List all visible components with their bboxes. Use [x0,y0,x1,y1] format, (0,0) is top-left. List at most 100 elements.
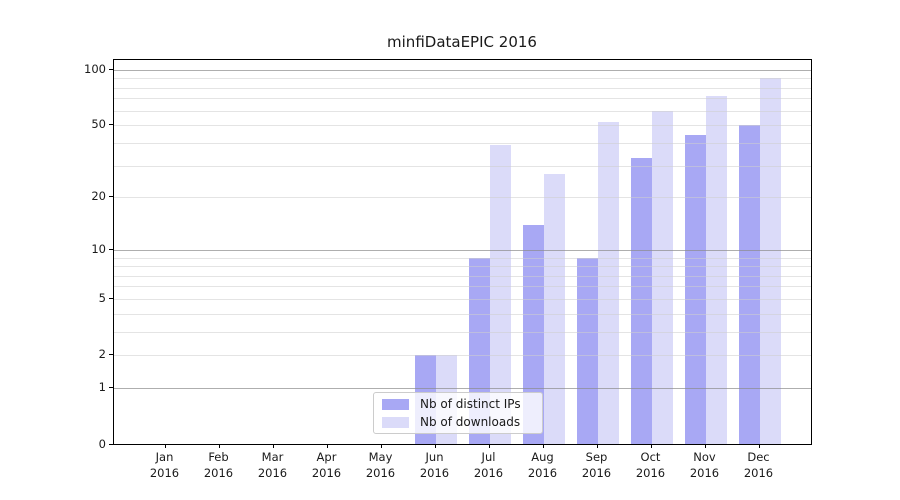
y-tick-label-2: 2 [98,347,106,362]
x-tick-mark-may [380,444,382,448]
gridline-minor-40 [114,142,811,144]
gridline-minor-8 [114,266,811,268]
chart-title: minfiDataEPIC 2016 [387,33,537,51]
x-tick-label-sep: Sep 2016 [567,449,627,481]
bar-downloads-nov [705,96,727,444]
y-tick-label-100: 100 [84,61,106,76]
plot-area [113,59,812,445]
gridline-minor-9 [114,257,811,259]
gridline-minor-80 [114,87,811,89]
gridline-minor-60 [114,110,811,112]
x-tick-mark-jun [434,444,436,448]
legend-item-downloads: Nb of downloads [382,413,534,431]
x-tick-year: 2016 [311,466,342,480]
gridline-major-1 [114,388,811,390]
gridline-minor-90 [114,78,811,80]
x-tick-mark-jan [164,444,166,448]
x-tick-year: 2016 [743,466,774,480]
x-tick-mark-aug [542,444,544,448]
x-tick-month: Sep [585,450,608,464]
y-tick-label-1: 1 [98,380,106,395]
y-tick-mark-2 [109,354,113,356]
x-tick-label-aug: Aug 2016 [513,449,573,481]
bar-downloads-oct [651,110,673,444]
gridline-minor-50 [114,125,811,127]
y-tick-mark-0 [109,443,113,445]
x-tick-year: 2016 [635,466,666,480]
gridline-major-100 [114,69,811,71]
x-tick-year: 2016 [473,466,504,480]
x-tick-year: 2016 [149,466,180,480]
legend: Nb of distinct IPs Nb of downloads [373,392,543,434]
x-tick-month: May [368,450,393,464]
legend-item-distinct-ips: Nb of distinct IPs [382,395,534,413]
y-tick-mark-5 [109,298,113,299]
gridline-minor-70 [114,98,811,100]
x-tick-label-jul: Jul 2016 [459,449,519,481]
x-tick-month: Oct [640,450,661,464]
bar-distinct-ips-sep [576,257,598,444]
x-tick-mark-nov [704,444,706,448]
x-tick-label-mar: Mar 2016 [243,449,303,481]
x-tick-year: 2016 [203,466,234,480]
bar-downloads-jul [489,144,511,444]
x-tick-month: Feb [208,450,229,464]
x-tick-mark-apr [326,444,328,448]
gridline-minor-2 [114,355,811,357]
gridline-minor-7 [114,275,811,277]
x-tick-mark-dec [758,444,760,448]
x-tick-mark-feb [218,444,220,448]
x-tick-label-jan: Jan 2016 [135,449,195,481]
bar-distinct-ips-oct [630,158,652,444]
gridlines-layer [114,60,811,444]
x-tick-mark-sep [596,444,598,448]
gridline-minor-20 [114,197,811,199]
x-tick-month: Jan [155,450,174,464]
bar-distinct-ips-nov [684,135,706,444]
gridline-minor-5 [114,299,811,300]
x-tick-mark-mar [272,444,274,448]
legend-label-downloads: Nb of downloads [420,415,521,429]
bar-downloads-aug [543,173,565,444]
x-tick-label-jun: Jun 2016 [405,449,465,481]
y-tick-label-0: 0 [98,436,106,451]
legend-label-distinct-ips: Nb of distinct IPs [420,397,521,411]
gridline-major-10 [114,249,811,251]
y-tick-label-20: 20 [91,189,106,204]
x-tick-month: Dec [747,450,770,464]
x-tick-month: Aug [531,450,554,464]
x-tick-label-feb: Feb 2016 [189,449,249,481]
legend-swatch-downloads [382,416,409,428]
y-tick-mark-100 [109,68,113,70]
x-tick-mark-jul [488,444,490,448]
y-tick-label-5: 5 [98,291,106,305]
x-tick-year: 2016 [527,466,558,480]
x-tick-year: 2016 [257,466,288,480]
x-tick-month: Jun [425,450,444,464]
x-tick-mark-oct [650,444,652,448]
x-tick-year: 2016 [365,466,396,480]
y-tick-mark-10 [109,248,113,250]
y-tick-label-50: 50 [91,117,106,132]
gridline-minor-4 [114,313,811,315]
x-tick-month: Apr [316,450,337,464]
bar-distinct-ips-dec [738,125,760,444]
bar-downloads-sep [597,122,619,444]
x-tick-label-may: May 2016 [351,449,411,481]
y-tick-mark-1 [109,387,113,389]
x-tick-month: Jul [481,450,496,464]
x-tick-month: Mar [261,450,284,464]
x-tick-year: 2016 [581,466,612,480]
x-tick-label-nov: Nov 2016 [675,449,735,481]
bars-layer [114,60,811,444]
legend-swatch-distinct-ips [382,398,409,410]
y-tick-label-10: 10 [91,241,106,256]
x-tick-year: 2016 [419,466,450,480]
x-tick-label-apr: Apr 2016 [297,449,357,481]
x-tick-month: Nov [693,450,716,464]
y-tick-mark-50 [109,124,113,126]
y-tick-mark-20 [109,196,113,198]
gridline-minor-6 [114,286,811,288]
x-tick-year: 2016 [689,466,720,480]
